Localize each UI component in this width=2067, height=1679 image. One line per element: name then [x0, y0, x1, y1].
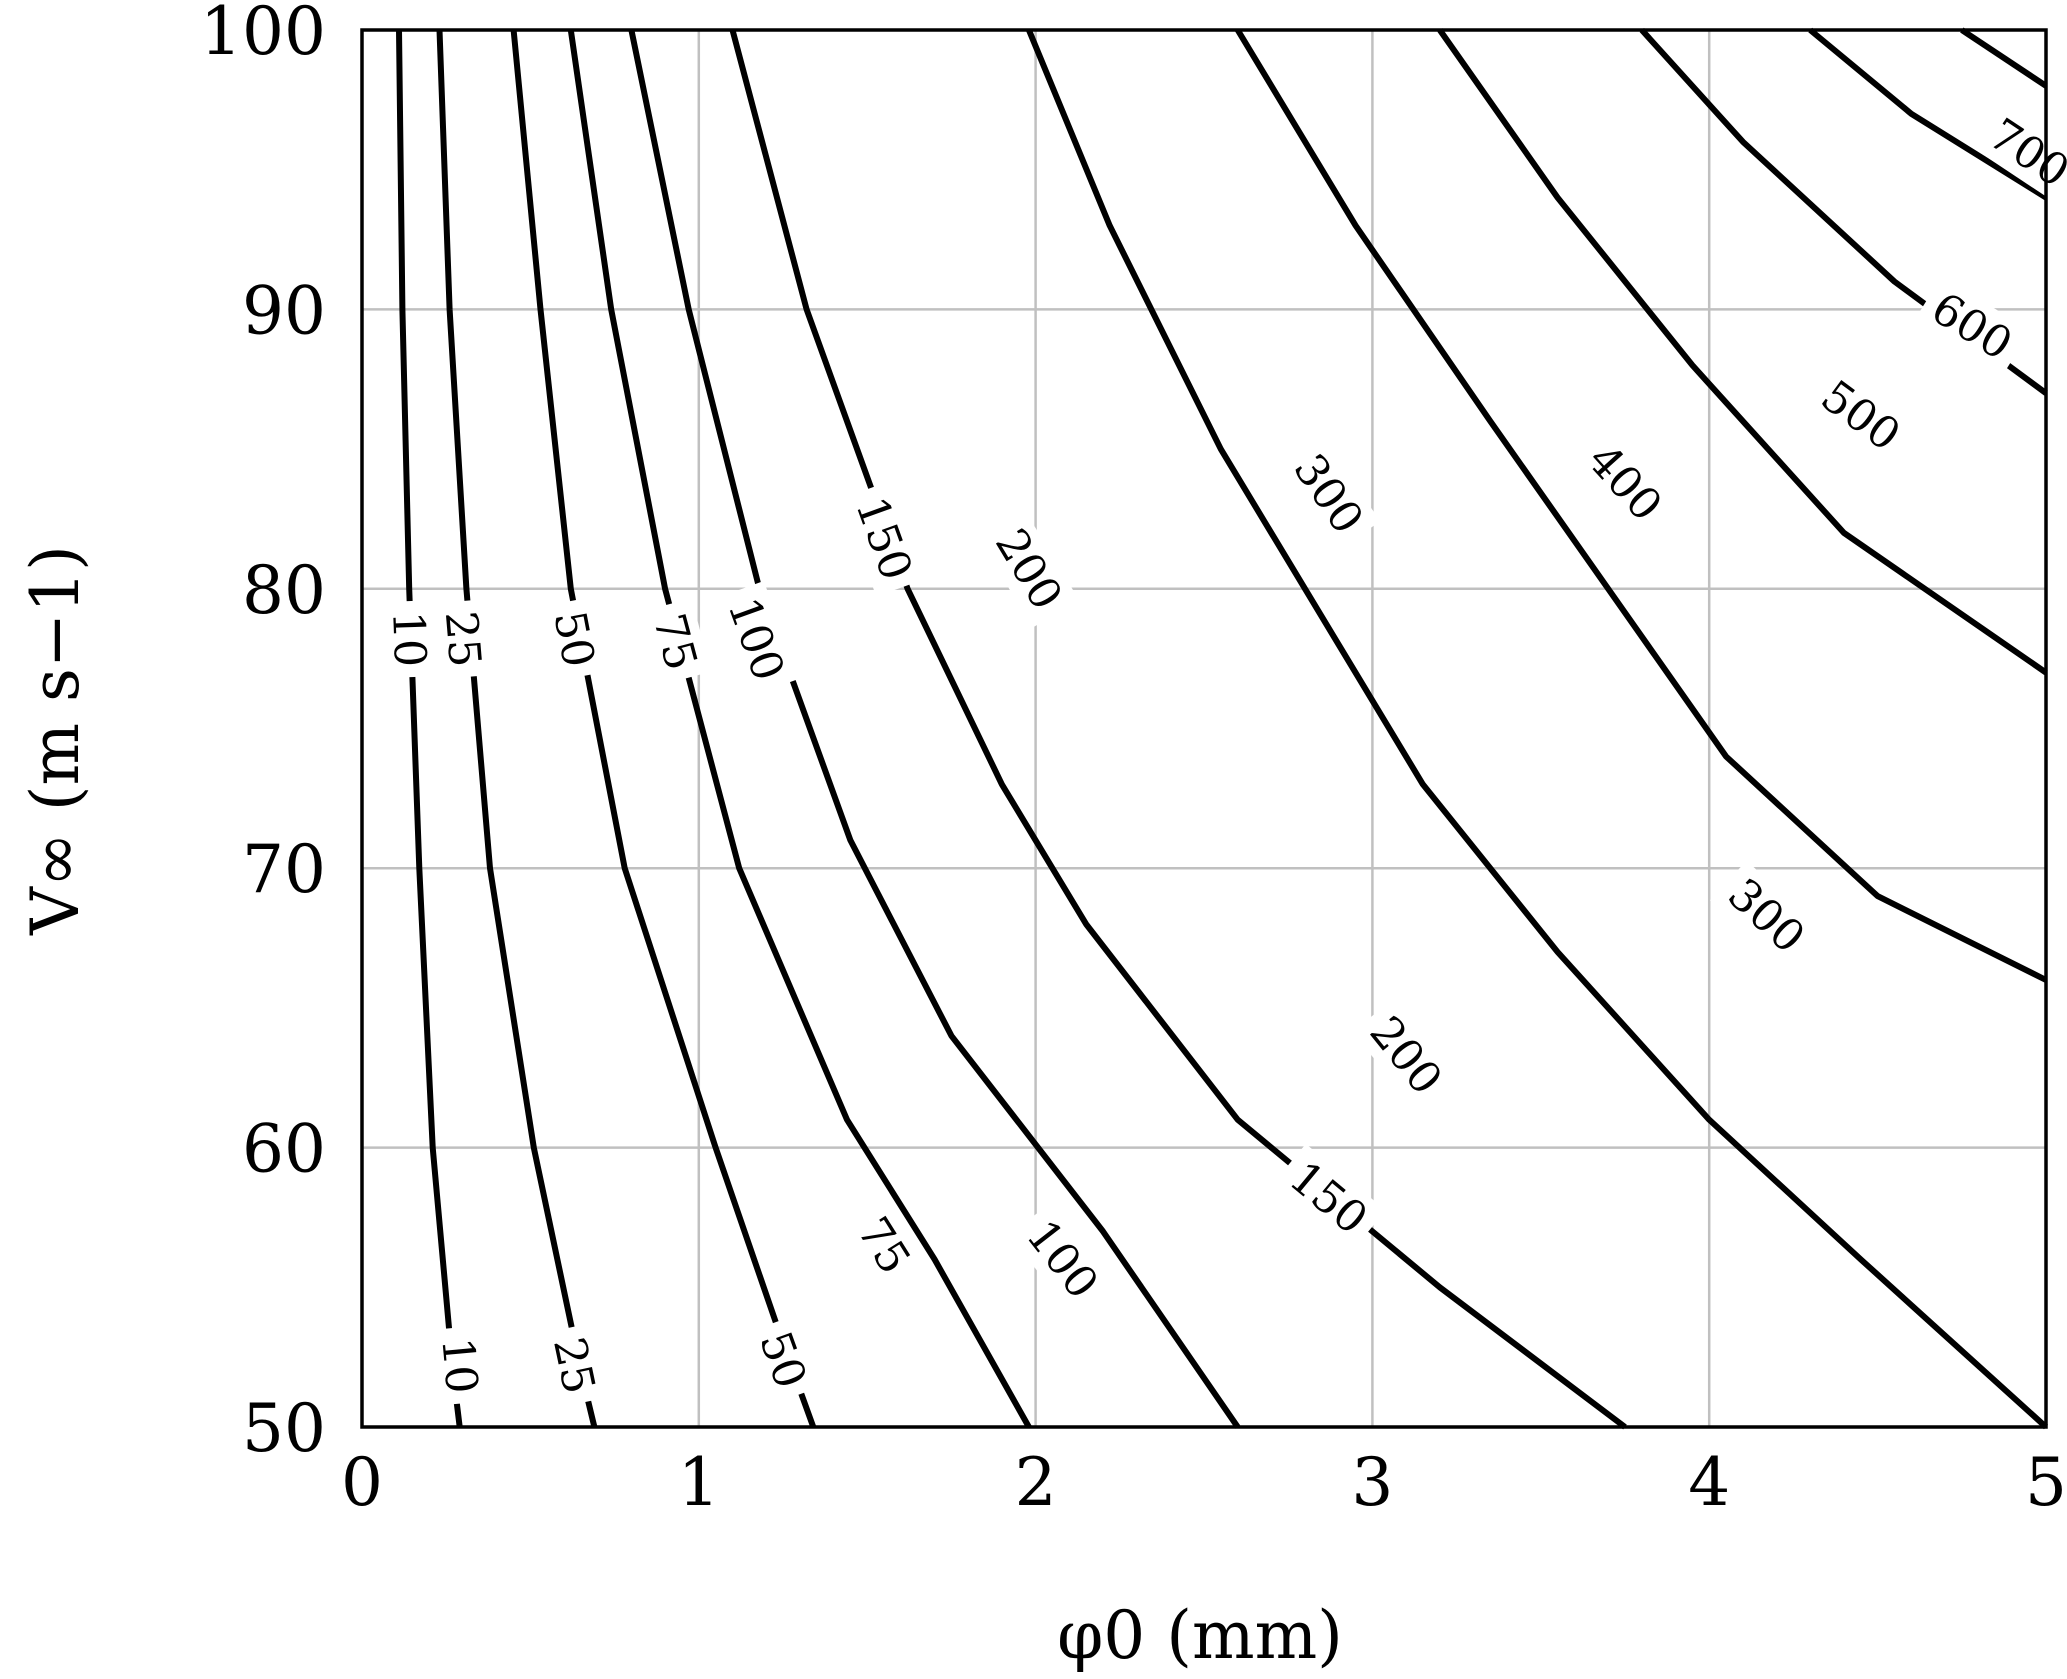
contour-label-group: 10 — [429, 1325, 491, 1406]
contour-label-group: 700 — [1970, 101, 2067, 205]
contour-lines — [396, 27, 2049, 1430]
contour-label-group: 10 — [380, 600, 438, 679]
contour-label-gap — [1276, 435, 1381, 552]
contour-label-gap — [429, 1325, 491, 1406]
y-tick-label: 70 — [242, 831, 326, 908]
contour-label-gap — [840, 1198, 928, 1292]
contour-label: 25 — [435, 609, 491, 669]
y-tick-label: 60 — [242, 1111, 326, 1188]
contour-labels: 1010252550507575100100150150200200300300… — [380, 101, 2067, 1409]
contour-line-600 — [1808, 27, 2048, 201]
contour-line-10 — [396, 29, 463, 1428]
contour-label-gap — [432, 598, 494, 680]
contour-label-group: 300 — [1276, 435, 1381, 552]
y-tick-label: 80 — [242, 552, 326, 629]
contour-label-gap — [1009, 1201, 1116, 1318]
x-tick-labels: 0 1 2 3 4 5 — [341, 1444, 2067, 1521]
contour-label-group: 50 — [744, 1314, 822, 1405]
contour-label-group: 400 — [1570, 425, 1680, 540]
plot-frame — [360, 28, 2048, 1429]
x-tick-label: 0 — [341, 1444, 383, 1521]
contour-label-group: 500 — [1802, 363, 1919, 469]
contour-label-gap — [1802, 363, 1919, 469]
contour-label-gap — [539, 1322, 609, 1409]
x-tick-label: 1 — [678, 1444, 720, 1521]
contour-label: 150 — [845, 491, 922, 587]
contour-label-group: 25 — [432, 598, 494, 680]
contour-line-100 — [628, 29, 1241, 1429]
contour-label-group: 150 — [840, 480, 928, 597]
contour-label-gap — [744, 1314, 822, 1405]
contour-line-400 — [1437, 28, 2048, 676]
y-tick-label: 50 — [242, 1390, 326, 1467]
contour-label-gap — [1970, 101, 2067, 205]
contour-label: 25 — [543, 1333, 604, 1398]
contour-label: 10 — [382, 610, 435, 668]
contour-line-150 — [729, 29, 1627, 1430]
contour-label-gap — [1570, 425, 1680, 540]
contour-label-gap — [639, 598, 712, 686]
contour-label: 100 — [717, 591, 794, 687]
contour-label-group: 600 — [1913, 275, 2031, 377]
contour-line-700 — [1960, 27, 2048, 89]
contour-line-25 — [436, 29, 598, 1428]
contour-label-gap — [380, 600, 438, 679]
contour-label-group: 200 — [978, 510, 1079, 628]
x-tick-label: 5 — [2025, 1444, 2067, 1521]
contour-label-gap — [1352, 997, 1460, 1113]
contour-label-group: 300 — [1709, 860, 1824, 971]
contour-label-gap — [1913, 275, 2031, 377]
contour-label-gap — [713, 581, 800, 698]
x-axis-label: φ0 (mm) — [1057, 1597, 1343, 1674]
contour-line-75 — [567, 29, 1032, 1429]
contour-label-gap — [1709, 860, 1824, 971]
y-tick-labels: 50 60 70 80 90 100 — [200, 0, 326, 1467]
contour-label-gap — [978, 510, 1079, 628]
y-axis-label: V∞ (m s−1) — [17, 545, 94, 936]
contour-label-group: 100 — [713, 581, 800, 698]
contour-label-group: 25 — [539, 1322, 609, 1409]
x-tick-label: 3 — [1351, 1444, 1393, 1521]
contour-label-gap — [1271, 1143, 1386, 1252]
x-tick-label: 4 — [1688, 1444, 1730, 1521]
contour-label: 10 — [431, 1335, 487, 1395]
contour-line-200 — [1026, 28, 2049, 1430]
contour-label-group: 200 — [1352, 997, 1460, 1113]
contour-label-gap — [540, 596, 608, 682]
y-tick-label: 90 — [242, 272, 326, 349]
contour-label-group: 75 — [840, 1198, 928, 1292]
y-tick-label: 100 — [200, 0, 326, 70]
contour-line-300 — [1235, 28, 2048, 983]
contour-label-gap — [840, 480, 928, 597]
x-tick-label: 2 — [1015, 1444, 1057, 1521]
contour-line-50 — [510, 29, 817, 1429]
contour-label-group: 100 — [1009, 1201, 1116, 1318]
contour-label-group: 75 — [639, 598, 712, 686]
contour-label: 50 — [543, 607, 604, 672]
contour-label-group: 50 — [540, 596, 608, 682]
grid — [360, 28, 2048, 1429]
